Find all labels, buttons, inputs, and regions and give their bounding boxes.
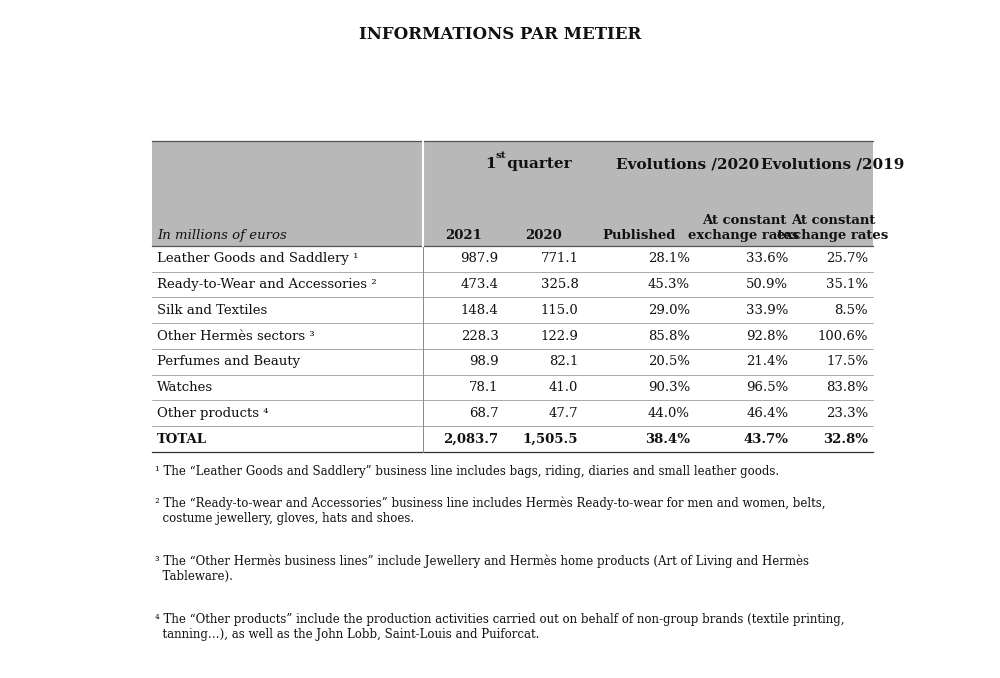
Text: 50.9%: 50.9% (746, 278, 788, 291)
Text: 85.8%: 85.8% (648, 330, 690, 342)
Text: 23.3%: 23.3% (826, 407, 868, 420)
Text: 8.5%: 8.5% (835, 304, 868, 317)
Text: Ready-to-Wear and Accessories ²: Ready-to-Wear and Accessories ² (157, 278, 376, 291)
Text: Evolutions /2019: Evolutions /2019 (761, 157, 905, 171)
Text: 771.1: 771.1 (540, 252, 578, 265)
Text: 47.7: 47.7 (549, 407, 578, 420)
Text: 78.1: 78.1 (469, 381, 499, 394)
Text: 148.4: 148.4 (461, 304, 499, 317)
Text: 45.3%: 45.3% (648, 278, 690, 291)
Text: 122.9: 122.9 (540, 330, 578, 342)
Text: Other products ⁴: Other products ⁴ (157, 407, 268, 420)
Text: Other Hermès sectors ³: Other Hermès sectors ³ (157, 330, 314, 342)
Text: 35.1%: 35.1% (826, 278, 868, 291)
Text: 83.8%: 83.8% (826, 381, 868, 394)
Text: 100.6%: 100.6% (818, 330, 868, 342)
Text: 33.9%: 33.9% (746, 304, 788, 317)
Text: Watches: Watches (157, 381, 213, 394)
Text: 43.7%: 43.7% (743, 433, 788, 445)
Text: 20.5%: 20.5% (648, 355, 690, 368)
Text: st: st (495, 151, 506, 160)
Text: 28.1%: 28.1% (648, 252, 690, 265)
Text: At constant
exchange rates: At constant exchange rates (688, 214, 799, 241)
Text: 98.9: 98.9 (469, 355, 499, 368)
Text: Silk and Textiles: Silk and Textiles (157, 304, 267, 317)
Text: 987.9: 987.9 (460, 252, 499, 265)
Text: Leather Goods and Saddlery ¹: Leather Goods and Saddlery ¹ (157, 252, 358, 265)
Text: 17.5%: 17.5% (826, 355, 868, 368)
Text: 33.6%: 33.6% (746, 252, 788, 265)
Text: ³ The “Other Hermès business lines” include Jewellery and Hermès home products (: ³ The “Other Hermès business lines” incl… (155, 555, 809, 583)
Text: 32.8%: 32.8% (823, 433, 868, 445)
Text: ² The “Ready-to-wear and Accessories” business line includes Hermès Ready-to-wea: ² The “Ready-to-wear and Accessories” bu… (155, 496, 826, 525)
Text: 2020: 2020 (525, 228, 561, 241)
Text: Evolutions /2020: Evolutions /2020 (616, 157, 760, 171)
Text: quarter: quarter (502, 157, 571, 171)
Text: 21.4%: 21.4% (746, 355, 788, 368)
Text: INFORMATIONS PAR METIER: INFORMATIONS PAR METIER (359, 26, 641, 43)
Text: 473.4: 473.4 (461, 278, 499, 291)
Text: Published: Published (602, 228, 676, 241)
Text: 41.0: 41.0 (549, 381, 578, 394)
Text: 1: 1 (485, 157, 495, 171)
Text: 92.8%: 92.8% (746, 330, 788, 342)
Text: 228.3: 228.3 (461, 330, 499, 342)
Text: 25.7%: 25.7% (826, 252, 868, 265)
Text: TOTAL: TOTAL (157, 433, 207, 445)
Text: 325.8: 325.8 (540, 278, 578, 291)
Text: 38.4%: 38.4% (645, 433, 690, 445)
Text: ⁴ The “Other products” include the production activities carried out on behalf o: ⁴ The “Other products” include the produ… (155, 614, 845, 641)
Text: 29.0%: 29.0% (648, 304, 690, 317)
Text: 115.0: 115.0 (541, 304, 578, 317)
Text: 90.3%: 90.3% (648, 381, 690, 394)
Text: 1,505.5: 1,505.5 (523, 433, 578, 445)
Text: ¹ The “Leather Goods and Saddlery” business line includes bags, riding, diaries : ¹ The “Leather Goods and Saddlery” busin… (155, 465, 779, 478)
Text: 68.7: 68.7 (469, 407, 499, 420)
Text: Perfumes and Beauty: Perfumes and Beauty (157, 355, 300, 368)
Text: 46.4%: 46.4% (746, 407, 788, 420)
Bar (152, 142, 873, 246)
Text: 44.0%: 44.0% (648, 407, 690, 420)
Text: At constant
exchange rates: At constant exchange rates (777, 214, 889, 241)
Text: 96.5%: 96.5% (746, 381, 788, 394)
Text: 2021: 2021 (445, 228, 482, 241)
Text: 2,083.7: 2,083.7 (443, 433, 499, 445)
Text: In millions of euros: In millions of euros (157, 228, 287, 241)
Text: 82.1: 82.1 (549, 355, 578, 368)
